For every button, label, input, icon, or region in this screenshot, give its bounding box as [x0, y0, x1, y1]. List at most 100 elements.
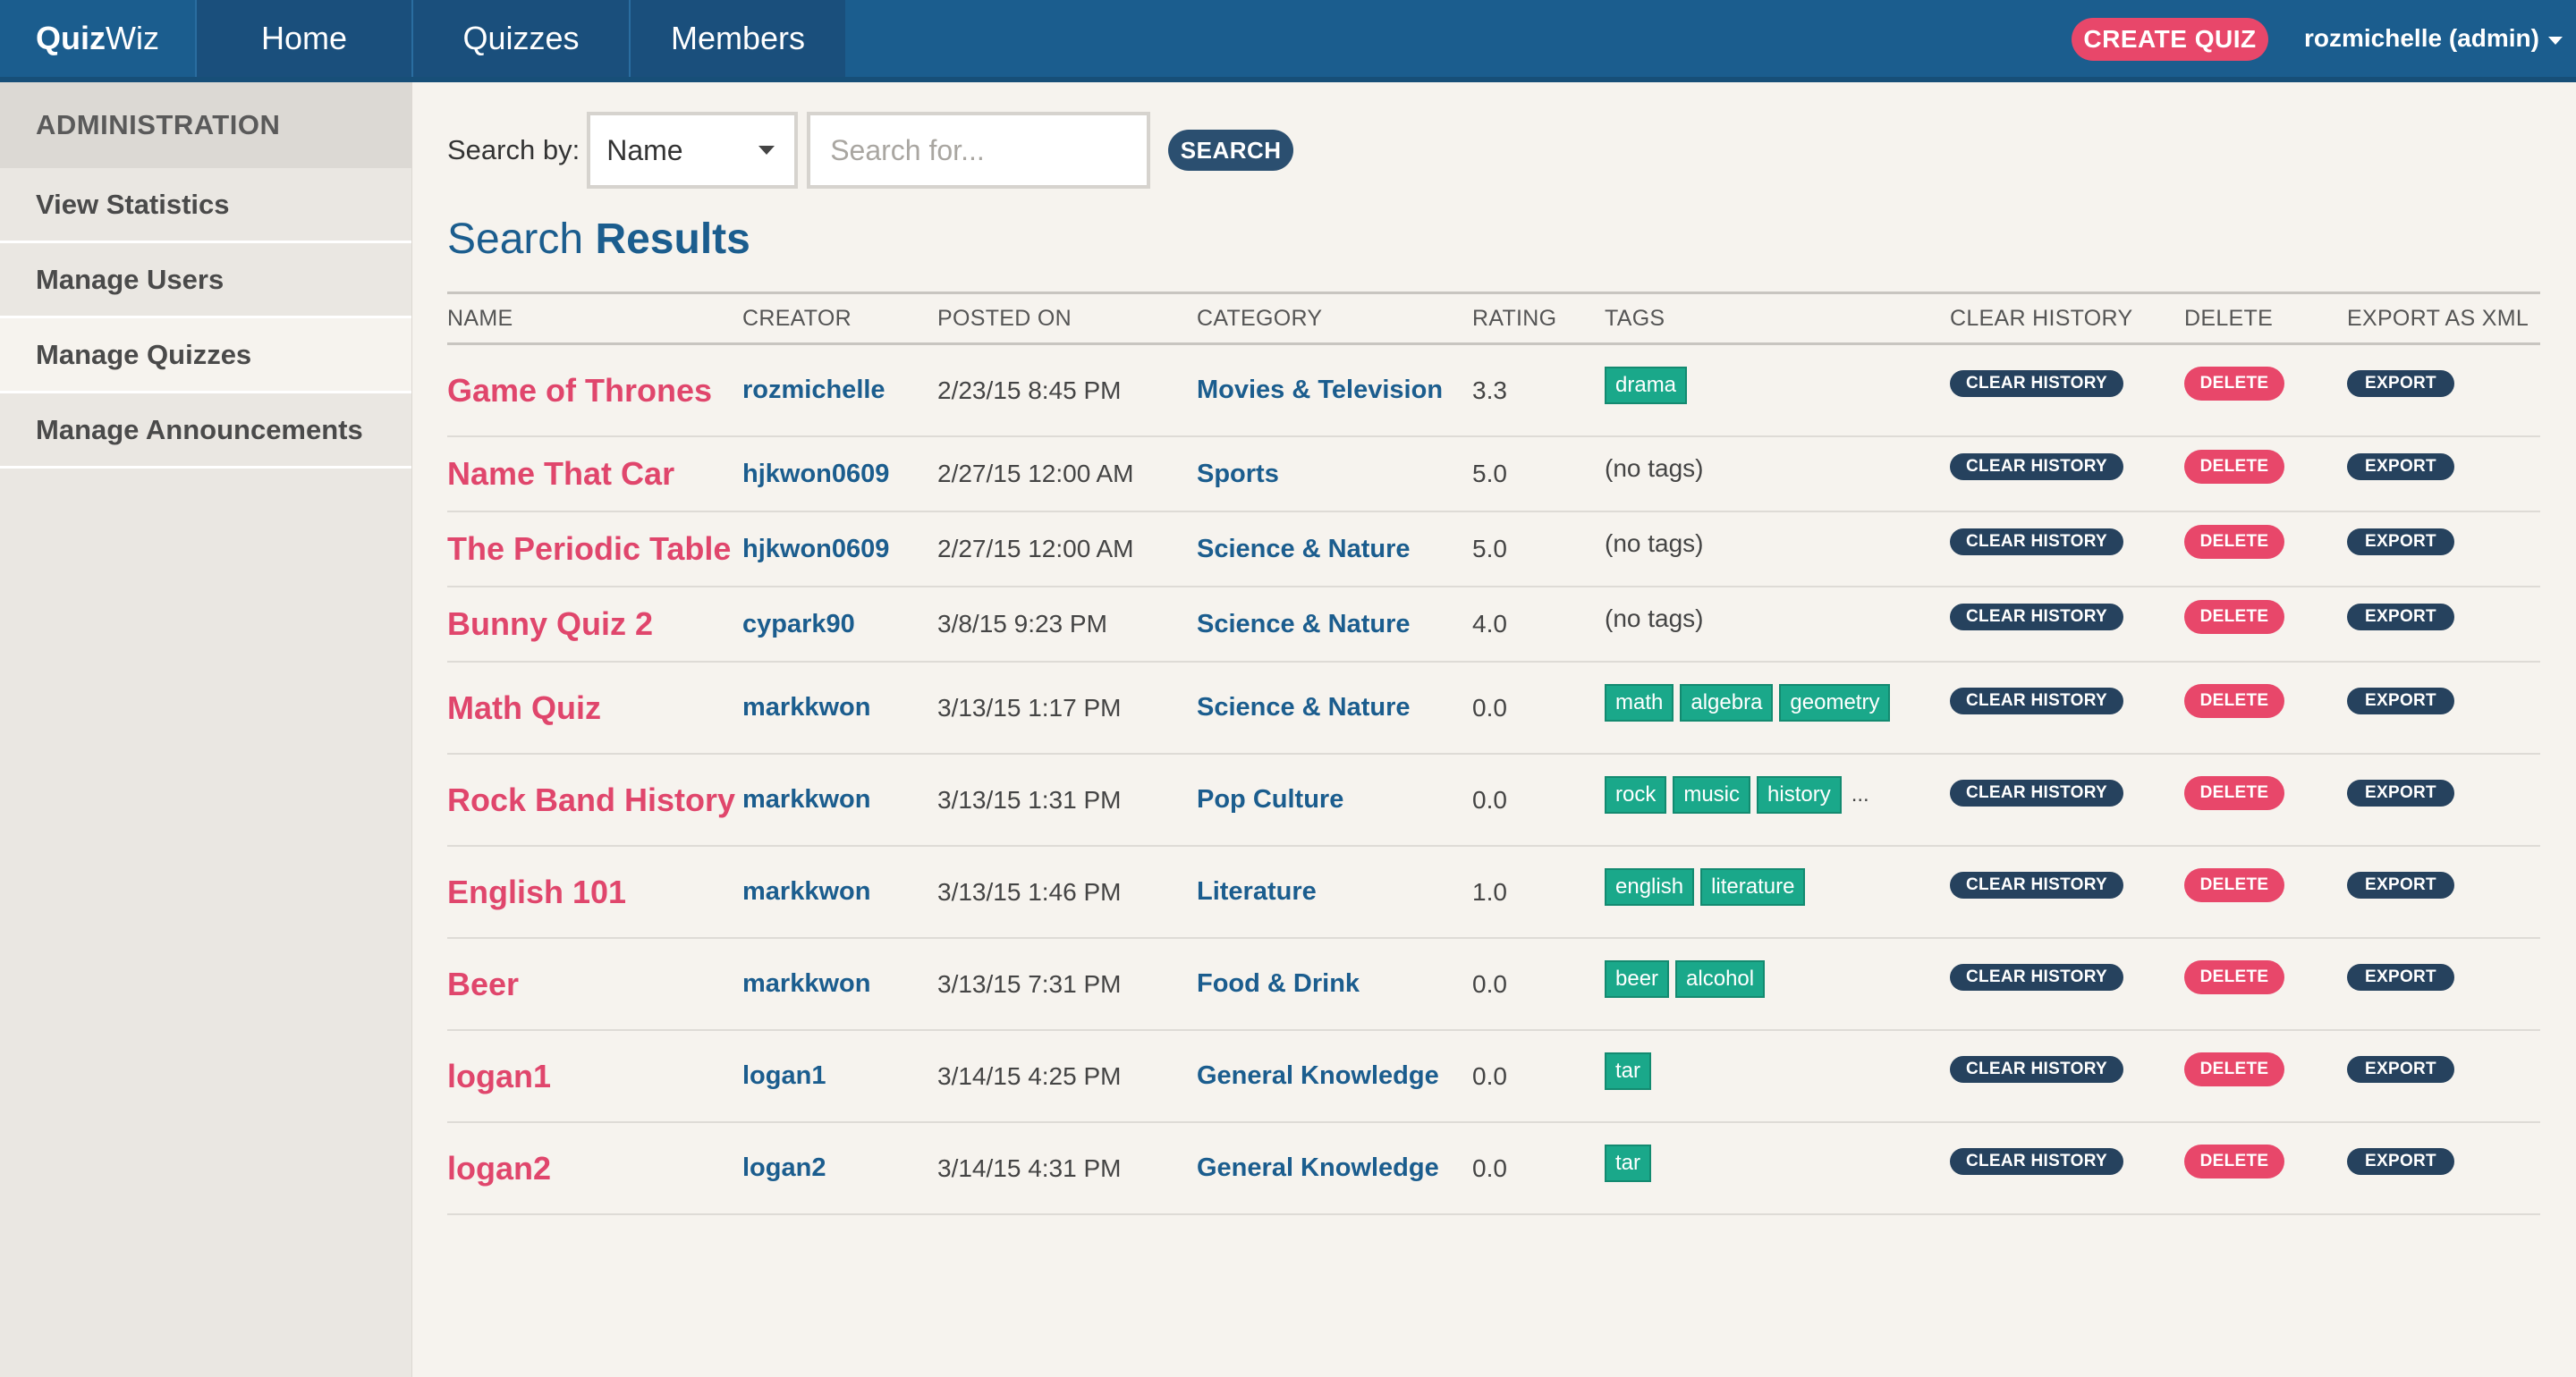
creator-link[interactable]: rozmichelle — [742, 376, 886, 404]
clear-history-button[interactable]: CLEAR HISTORY — [1950, 604, 2123, 630]
category-link[interactable]: Science & Nature — [1197, 534, 1411, 563]
tag-chip[interactable]: beer — [1605, 959, 1670, 998]
category-link[interactable]: General Knowledge — [1197, 1153, 1439, 1182]
cell-delete-wrap: DELETE — [2184, 525, 2347, 559]
column-header-creator[interactable]: CREATOR — [742, 291, 937, 345]
export-button[interactable]: EXPORT — [2347, 779, 2454, 807]
quiz-name-link[interactable]: Rock Band History — [447, 781, 736, 818]
tag-list: math algebra geometry — [1605, 683, 1950, 722]
clear-history-button[interactable]: CLEAR HISTORY — [1950, 1147, 2123, 1175]
tag-chip[interactable]: rock — [1605, 775, 1667, 814]
quiz-name-link[interactable]: Math Quiz — [447, 688, 601, 726]
export-button[interactable]: EXPORT — [2347, 687, 2454, 714]
creator-link[interactable]: cypark90 — [742, 609, 855, 638]
tag-chip[interactable]: history — [1757, 775, 1842, 814]
quiz-name-link[interactable]: logan1 — [447, 1057, 552, 1094]
delete-button[interactable]: DELETE — [2184, 1144, 2284, 1178]
creator-link[interactable]: hjkwon0609 — [742, 534, 890, 563]
search-button[interactable]: SEARCH — [1168, 130, 1294, 171]
tag-chip[interactable]: algebra — [1680, 683, 1774, 722]
cell-export: EXPORT — [2347, 587, 2540, 663]
column-header-posted-on[interactable]: POSTED ON — [937, 291, 1197, 345]
tag-list: tar — [1605, 1144, 1950, 1182]
clear-history-button[interactable]: CLEAR HISTORY — [1950, 528, 2123, 555]
tag-chip[interactable]: literature — [1700, 867, 1806, 906]
cell-clear-history: CLEAR HISTORY — [1950, 587, 2184, 663]
creator-link[interactable]: markkwon — [742, 877, 871, 906]
clear-history-button[interactable]: CLEAR HISTORY — [1950, 963, 2123, 991]
category-link[interactable]: Literature — [1197, 877, 1317, 906]
cell-export-wrap: EXPORT — [2347, 528, 2540, 555]
tag-chip[interactable]: drama — [1605, 366, 1688, 404]
category-link[interactable]: Sports — [1197, 459, 1279, 488]
clear-history-button[interactable]: CLEAR HISTORY — [1950, 779, 2123, 807]
sidebar-item-manage-announcements[interactable]: Manage Announcements — [0, 393, 411, 469]
creator-link[interactable]: logan2 — [742, 1153, 826, 1182]
delete-button[interactable]: DELETE — [2184, 775, 2284, 810]
delete-button[interactable]: DELETE — [2184, 366, 2284, 401]
export-button[interactable]: EXPORT — [2347, 453, 2454, 480]
export-button[interactable]: EXPORT — [2347, 604, 2454, 630]
clear-history-button[interactable]: CLEAR HISTORY — [1950, 871, 2123, 899]
search-input[interactable] — [807, 112, 1151, 189]
tag-chip[interactable]: math — [1605, 683, 1674, 722]
quiz-name-link[interactable]: English 101 — [447, 873, 627, 910]
page-title-light: Search — [447, 215, 584, 263]
quiz-name-link[interactable]: Beer — [447, 965, 520, 1002]
tag-chip[interactable]: english — [1605, 867, 1695, 906]
delete-button[interactable]: DELETE — [2184, 959, 2284, 994]
creator-link[interactable]: logan1 — [742, 1061, 826, 1090]
delete-button[interactable]: DELETE — [2184, 450, 2284, 484]
category-link[interactable]: Science & Nature — [1197, 693, 1411, 722]
tag-chip[interactable]: tar — [1605, 1052, 1652, 1090]
create-quiz-button[interactable]: CREATE QUIZ — [2072, 18, 2268, 61]
sidebar-item-view-statistics[interactable]: View Statistics — [0, 168, 411, 243]
delete-button[interactable]: DELETE — [2184, 683, 2284, 718]
clear-history-button[interactable]: CLEAR HISTORY — [1950, 369, 2123, 397]
quiz-name-link[interactable]: Bunny Quiz 2 — [447, 605, 654, 642]
quiz-name-link[interactable]: Game of Thrones — [447, 371, 713, 409]
column-header-name[interactable]: NAME — [447, 291, 742, 345]
category-link[interactable]: Pop Culture — [1197, 785, 1344, 814]
sidebar-item-manage-users[interactable]: Manage Users — [0, 243, 411, 318]
clear-history-button[interactable]: CLEAR HISTORY — [1950, 687, 2123, 714]
clear-history-button[interactable]: CLEAR HISTORY — [1950, 453, 2123, 480]
delete-button[interactable]: DELETE — [2184, 525, 2284, 559]
sidebar-item-manage-quizzes[interactable]: Manage Quizzes — [0, 318, 411, 393]
delete-button[interactable]: DELETE — [2184, 1052, 2284, 1086]
export-button[interactable]: EXPORT — [2347, 369, 2454, 397]
column-header-rating[interactable]: RATING — [1472, 291, 1605, 345]
category-link[interactable]: Movies & Television — [1197, 376, 1444, 404]
cell-name: Bunny Quiz 2 — [447, 587, 742, 663]
clear-history-button[interactable]: CLEAR HISTORY — [1950, 1055, 2123, 1083]
tag-chip[interactable]: alcohol — [1675, 959, 1766, 998]
nav-tab-quizzes[interactable]: Quizzes — [411, 0, 629, 77]
quiz-name-link[interactable]: The Periodic Table — [447, 530, 732, 567]
creator-link[interactable]: hjkwon0609 — [742, 459, 890, 488]
delete-button[interactable]: DELETE — [2184, 600, 2284, 634]
export-button[interactable]: EXPORT — [2347, 528, 2454, 555]
export-button[interactable]: EXPORT — [2347, 963, 2454, 991]
nav-tab-home[interactable]: Home — [195, 0, 411, 77]
nav-tab-members[interactable]: Members — [629, 0, 845, 77]
category-link[interactable]: Science & Nature — [1197, 609, 1411, 638]
export-button[interactable]: EXPORT — [2347, 1055, 2454, 1083]
quiz-name-link[interactable]: Name That Car — [447, 455, 675, 492]
quiz-name-link[interactable]: logan2 — [447, 1149, 552, 1187]
category-link[interactable]: General Knowledge — [1197, 1061, 1439, 1090]
column-header-category[interactable]: CATEGORY — [1197, 291, 1472, 345]
brand-logo[interactable]: Quiz Wiz — [0, 0, 195, 77]
tag-chip[interactable]: music — [1673, 775, 1751, 814]
category-link[interactable]: Food & Drink — [1197, 969, 1360, 998]
search-field-select[interactable]: Name — [587, 112, 799, 189]
creator-link[interactable]: markkwon — [742, 693, 871, 722]
export-button[interactable]: EXPORT — [2347, 871, 2454, 899]
creator-link[interactable]: markkwon — [742, 785, 871, 814]
creator-link[interactable]: markkwon — [742, 969, 871, 998]
tag-chip[interactable]: tar — [1605, 1144, 1652, 1182]
tag-chip[interactable]: geometry — [1779, 683, 1891, 722]
user-menu[interactable]: rozmichelle (admin) — [2304, 0, 2563, 77]
cell-delete: DELETE — [2184, 938, 2347, 1031]
export-button[interactable]: EXPORT — [2347, 1147, 2454, 1175]
delete-button[interactable]: DELETE — [2184, 867, 2284, 902]
